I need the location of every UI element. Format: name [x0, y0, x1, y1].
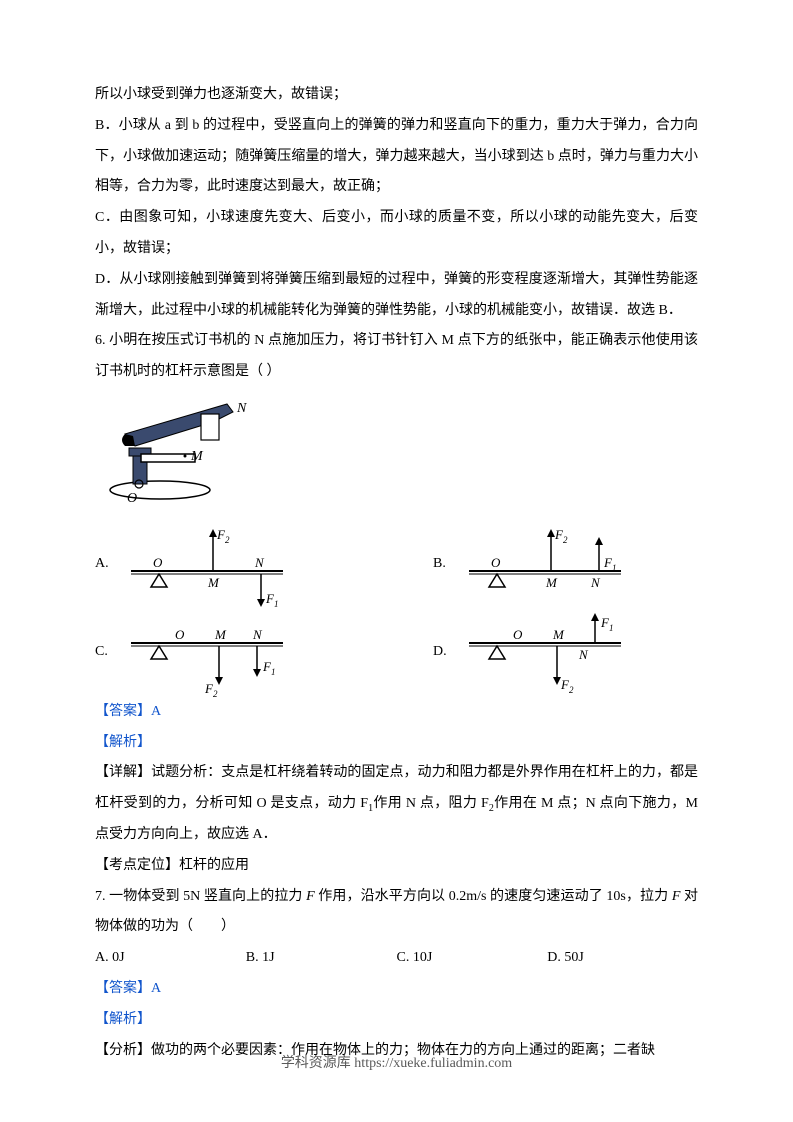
- answer-6: 【答案】A: [95, 697, 698, 728]
- svg-text:M: M: [190, 449, 204, 464]
- lever-diagram-b: O F2 M F1 N: [461, 521, 631, 609]
- svg-text:N: N: [578, 647, 589, 662]
- option-b-label: B.: [433, 549, 461, 580]
- para-spring-d: D．从小球刚接触到弹簧到将弹簧压缩到最短的过程中，弹簧的形变程度逐渐增大，其弹性…: [95, 265, 698, 327]
- detail-6: 【详解】试题分析：支点是杠杆绕着转动的固定点，动力和阻力都是外界作用在杠杆上的力…: [95, 758, 698, 850]
- svg-text:O: O: [153, 555, 163, 570]
- q7-option-a: A. 0J: [95, 943, 246, 974]
- lever-diagram-d: O M F1 N F2: [461, 609, 631, 697]
- svg-text:M: M: [207, 575, 220, 590]
- jiexi-6: 【解析】: [95, 728, 698, 759]
- option-row-cd: C. O M N F2 F1 D. O M: [95, 609, 698, 697]
- svg-text:M: M: [545, 575, 558, 590]
- exam-point-6: 【考点定位】杠杆的应用: [95, 851, 698, 882]
- question-7: 7. 一物体受到 5N 竖直向上的拉力 F 作用，沿水平方向以 0.2m/s 的…: [95, 882, 698, 944]
- q7-options: A. 0J B. 1J C. 10J D. 50J: [95, 943, 698, 974]
- svg-text:O: O: [127, 491, 137, 504]
- svg-text:O: O: [175, 627, 185, 642]
- svg-text:N: N: [590, 575, 601, 590]
- option-a-label: A.: [95, 549, 123, 580]
- q7-option-c: C. 10J: [397, 943, 548, 974]
- para-spring-c: C．由图象可知，小球速度先变大、后变小，而小球的质量不变，所以小球的动能先变大，…: [95, 203, 698, 265]
- svg-text:F1: F1: [600, 615, 613, 633]
- svg-text:M: M: [552, 627, 565, 642]
- jiexi-7: 【解析】: [95, 1005, 698, 1036]
- svg-text:F2: F2: [560, 677, 574, 695]
- svg-text:F2: F2: [554, 527, 568, 545]
- q7-option-b: B. 1J: [246, 943, 397, 974]
- svg-text:F1: F1: [265, 591, 278, 609]
- question-6: 6. 小明在按压式订书机的 N 点施加压力，将订书针钉入 M 点下方的纸张中，能…: [95, 326, 698, 388]
- para-spring-a: 所以小球受到弹力也逐渐变大，故错误；: [95, 80, 698, 111]
- svg-text:N: N: [236, 401, 247, 416]
- svg-text:F2: F2: [216, 527, 230, 545]
- para-spring-b: B．小球从 a 到 b 的过程中，受竖直向上的弹簧的弹力和竖直向下的重力，重力大…: [95, 111, 698, 203]
- svg-text:M: M: [214, 627, 227, 642]
- svg-text:O: O: [491, 555, 501, 570]
- lever-diagram-c: O M N F2 F1: [123, 609, 293, 697]
- option-row-ab: A. O F2 M F1 N B. O: [95, 521, 698, 609]
- q7-option-d: D. 50J: [547, 943, 698, 974]
- svg-text:N: N: [252, 627, 263, 642]
- svg-text:F2: F2: [204, 681, 218, 697]
- option-d-label: D.: [433, 637, 461, 668]
- option-c-label: C.: [95, 637, 123, 668]
- lever-diagram-a: O F2 M F1 N: [123, 521, 293, 609]
- page-footer: 学科资源库 https://xueke.fuliadmin.com: [0, 1049, 793, 1080]
- svg-text:O: O: [513, 627, 523, 642]
- svg-text:N: N: [254, 555, 265, 570]
- stapler-figure: N M O: [105, 394, 698, 517]
- svg-text:F1: F1: [262, 659, 275, 677]
- answer-7: 【答案】A: [95, 974, 698, 1005]
